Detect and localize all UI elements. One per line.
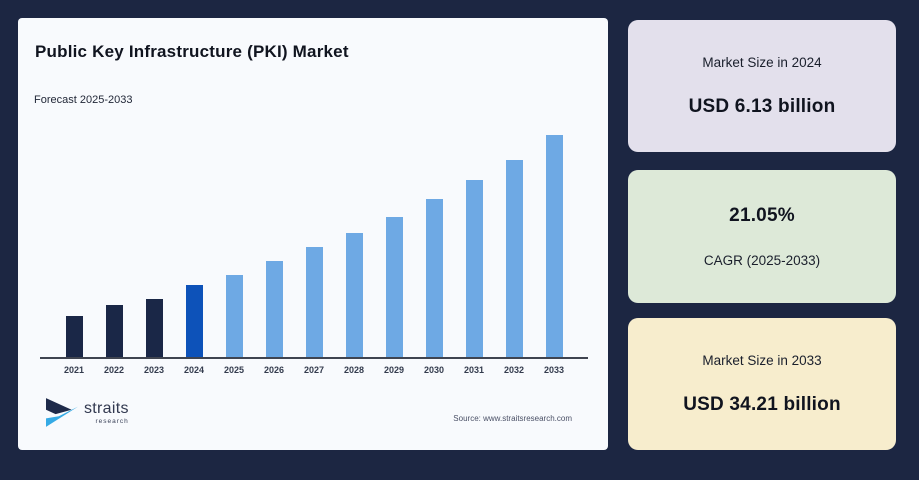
card-value: USD 6.13 billion [688,95,836,117]
card-cagr: 21.05% CAGR (2025-2033) [628,170,896,303]
x-axis-line [40,357,588,359]
bar-2026 [254,135,294,358]
x-tick-2022: 2022 [103,365,125,375]
card-value: USD 34.21 billion [683,393,841,415]
x-tick-2021: 2021 [63,365,85,375]
card-market-size-2024: Market Size in 2024 USD 6.13 billion [628,20,896,152]
source-attribution: Source: www.straitsresearch.com [453,414,572,423]
logo-brand-name: straits [84,400,129,417]
bar-2032 [494,135,534,358]
x-tick-2033: 2033 [543,365,565,375]
x-tick-2029: 2029 [383,365,405,375]
card-label: Market Size in 2024 [702,54,822,70]
straits-logo-icon [46,398,78,427]
chart-title: Public Key Infrastructure (PKI) Market [35,42,349,61]
x-axis-labels: 2021 2022 2023 2024 2025 2026 2027 2028 2029 2030… [54,365,574,375]
x-tick-2032: 2032 [503,365,525,375]
logo-text: straits research [84,400,129,426]
bar-2031 [454,135,494,358]
card-value: 21.05% [729,205,795,226]
card-market-size-2033: Market Size in 2033 USD 34.21 billion [628,318,896,450]
bar-2024 [174,135,214,358]
bar-chart [54,135,574,358]
chart-subtitle: Forecast 2025-2033 [34,94,133,106]
bar-2021 [54,135,94,358]
straits-research-logo: straits research [44,397,129,429]
bar-2030 [414,135,454,358]
bar-2029 [374,135,414,358]
x-tick-2031: 2031 [463,365,485,375]
bar-2022 [94,135,134,358]
card-label: Market Size in 2033 [702,352,822,368]
x-tick-2030: 2030 [423,365,445,375]
bar-2033 [534,135,574,358]
bar-2027 [294,135,334,358]
bar-2023 [134,135,174,358]
x-tick-2025: 2025 [223,365,245,375]
bar-2028 [334,135,374,358]
x-tick-2026: 2026 [263,365,285,375]
x-tick-2023: 2023 [143,365,165,375]
x-tick-2024: 2024 [183,365,205,375]
card-label: CAGR (2025-2033) [703,253,821,268]
logo-brand-subtitle: research [95,418,129,425]
x-tick-2027: 2027 [303,365,325,375]
x-tick-2028: 2028 [343,365,365,375]
bar-2025 [214,135,254,358]
chart-panel: Public Key Infrastructure (PKI) Market F… [18,18,608,450]
